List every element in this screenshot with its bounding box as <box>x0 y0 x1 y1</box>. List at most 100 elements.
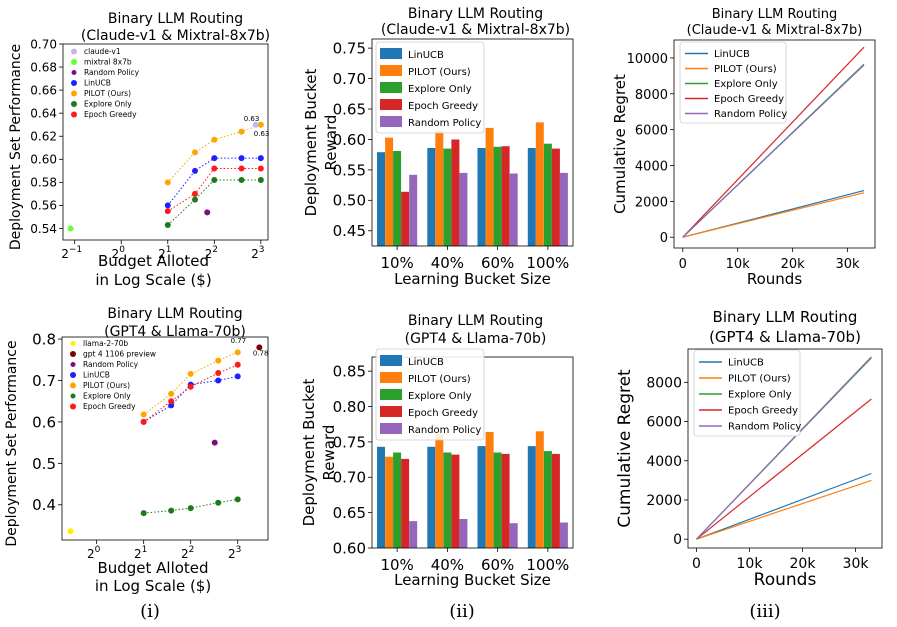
series-line <box>167 179 261 226</box>
bar-explore-only <box>493 146 502 246</box>
line-random-policy <box>682 64 865 238</box>
series-gpt-4-1106-preview <box>256 344 263 351</box>
legend-marker <box>71 80 77 86</box>
data-point <box>164 222 171 229</box>
value-annotation: 0.78 <box>253 350 269 358</box>
bar-random-policy <box>459 172 468 246</box>
legend-label: PILOT (Ours) <box>408 67 471 78</box>
x-axis-label: Budget Alloted <box>98 252 209 270</box>
data-point <box>140 510 147 517</box>
plot-area-frame <box>371 38 574 247</box>
legend-marker <box>71 48 77 55</box>
data-point <box>211 155 218 162</box>
y-tick-label: 0.80 <box>333 398 366 416</box>
bar-linucb <box>377 446 385 548</box>
y-axis-label: Cumulative Regret <box>611 74 629 214</box>
legend: LinUCB PILOT (Ours) Explore Only Epoch Gree… <box>375 41 485 134</box>
y-tick-label: 0.55 <box>333 161 366 179</box>
y-tick-label: 0.70 <box>333 70 366 88</box>
data-point <box>257 177 264 184</box>
x-tick-label: 0 <box>692 556 701 572</box>
legend-marker <box>71 111 77 118</box>
legend-label: Explore Only <box>728 390 792 401</box>
x-tick-label: 20 <box>87 545 101 561</box>
chart-subtitle: (GPT4 & Llama-70b) <box>709 328 861 346</box>
y-tick-label: 0.85 <box>333 363 366 381</box>
data-point <box>238 128 245 135</box>
bar-epoch-greedy <box>451 139 460 246</box>
bar-random-policy <box>509 523 518 548</box>
line-pilot-ours- <box>696 479 872 540</box>
series-epoch-greedy <box>140 361 241 425</box>
y-tick-label: 8000 <box>646 375 682 391</box>
data-point <box>234 373 241 380</box>
series-line <box>143 498 238 514</box>
plot-area-frame <box>62 43 269 241</box>
legend-label: Epoch Greedy <box>84 110 137 119</box>
panel-e-bucket-reward-gpt4-llama: Binary LLM Routing (GPT4 & Llama-70b) 0.60… <box>300 313 574 589</box>
data-point <box>187 370 194 377</box>
x-tick-label: 23 <box>251 245 264 261</box>
legend-label: LinUCB <box>408 357 444 368</box>
data-point <box>257 155 264 162</box>
bar-random-policy <box>459 519 468 548</box>
legend-label: Random Policy <box>714 109 787 120</box>
legend-label: mixtral 8x7b <box>84 58 132 67</box>
chart-title: Binary LLM Routing <box>713 308 858 326</box>
chart-title: Binary LLM Routing <box>107 306 242 322</box>
panel-b-bucket-reward-claude-mixtral: Binary LLM Routing(Claude-v1 & Mixtral-8… <box>302 6 574 288</box>
y-tick-label: 0.60 <box>333 131 366 149</box>
data-point <box>187 383 194 390</box>
column-label-ii: (ii) <box>449 601 475 622</box>
y-tick-label: 0.70 <box>30 37 57 51</box>
legend-label: Random Policy <box>83 360 139 369</box>
legend-swatch <box>380 65 402 76</box>
bar-pilot-ours- <box>385 456 394 548</box>
plot-area-frame <box>61 336 269 541</box>
line-linucb <box>696 472 872 540</box>
y-tick-label: 6000 <box>646 415 682 431</box>
y-tick-label: 0.62 <box>30 130 57 144</box>
series-pilot-ours- <box>140 349 241 418</box>
bar-random-policy <box>559 172 568 246</box>
bar-epoch-greedy <box>551 453 560 548</box>
line-pilot-ours- <box>682 192 865 238</box>
legend-swatch <box>380 389 402 400</box>
y-tick-label: 0.8 <box>32 330 56 348</box>
legend-label: Explore Only <box>714 79 778 90</box>
y-axis-label: Deployment Bucket <box>302 68 320 216</box>
x-tick-label: 21 <box>158 245 171 261</box>
chart-title: Binary LLM Routing <box>408 6 543 22</box>
data-point <box>140 418 147 425</box>
y-tick-label: 0 <box>660 231 668 246</box>
y-tick-label: 0.50 <box>333 192 366 210</box>
series-llama-2-70b <box>67 528 74 535</box>
series-claude-v1 <box>252 121 259 128</box>
legend-label: Explore Only <box>83 392 131 401</box>
legend-box <box>679 41 787 124</box>
chart-title: Binary LLM Routing <box>408 313 543 329</box>
data-point <box>234 496 241 503</box>
bar-explore-only <box>543 451 552 548</box>
data-point <box>215 499 222 506</box>
data-point <box>238 165 245 172</box>
x-tick-label: 40% <box>431 556 464 574</box>
bar-explore-only <box>393 452 402 548</box>
x-axis-label: Rounds <box>754 570 817 590</box>
series-random-policy <box>204 209 211 216</box>
legend: LinUCB PILOT (Ours) Explore Only Epoch Gree… <box>679 41 787 124</box>
legend-swatch <box>380 82 402 93</box>
panel-a-performance-claude-mixtral: Binary LLM Routing(Claude-v1 & Mixtral-8… <box>8 11 270 289</box>
bar-pilot-ours- <box>535 122 544 246</box>
chart-subtitle: (Claude-v1 & Mixtral-8x7b) <box>381 22 570 38</box>
legend-marker <box>70 351 76 357</box>
y-axis-label-line2: Reward <box>320 425 338 481</box>
legend-marker <box>71 101 77 107</box>
data-point <box>211 136 218 143</box>
legend-marker <box>70 393 76 399</box>
y-tick-label: 2000 <box>646 493 682 509</box>
y-axis-label: Deployment Set Performance <box>4 340 20 546</box>
x-axis-label: Learning Bucket Size <box>394 571 551 589</box>
legend-marker <box>70 372 76 378</box>
